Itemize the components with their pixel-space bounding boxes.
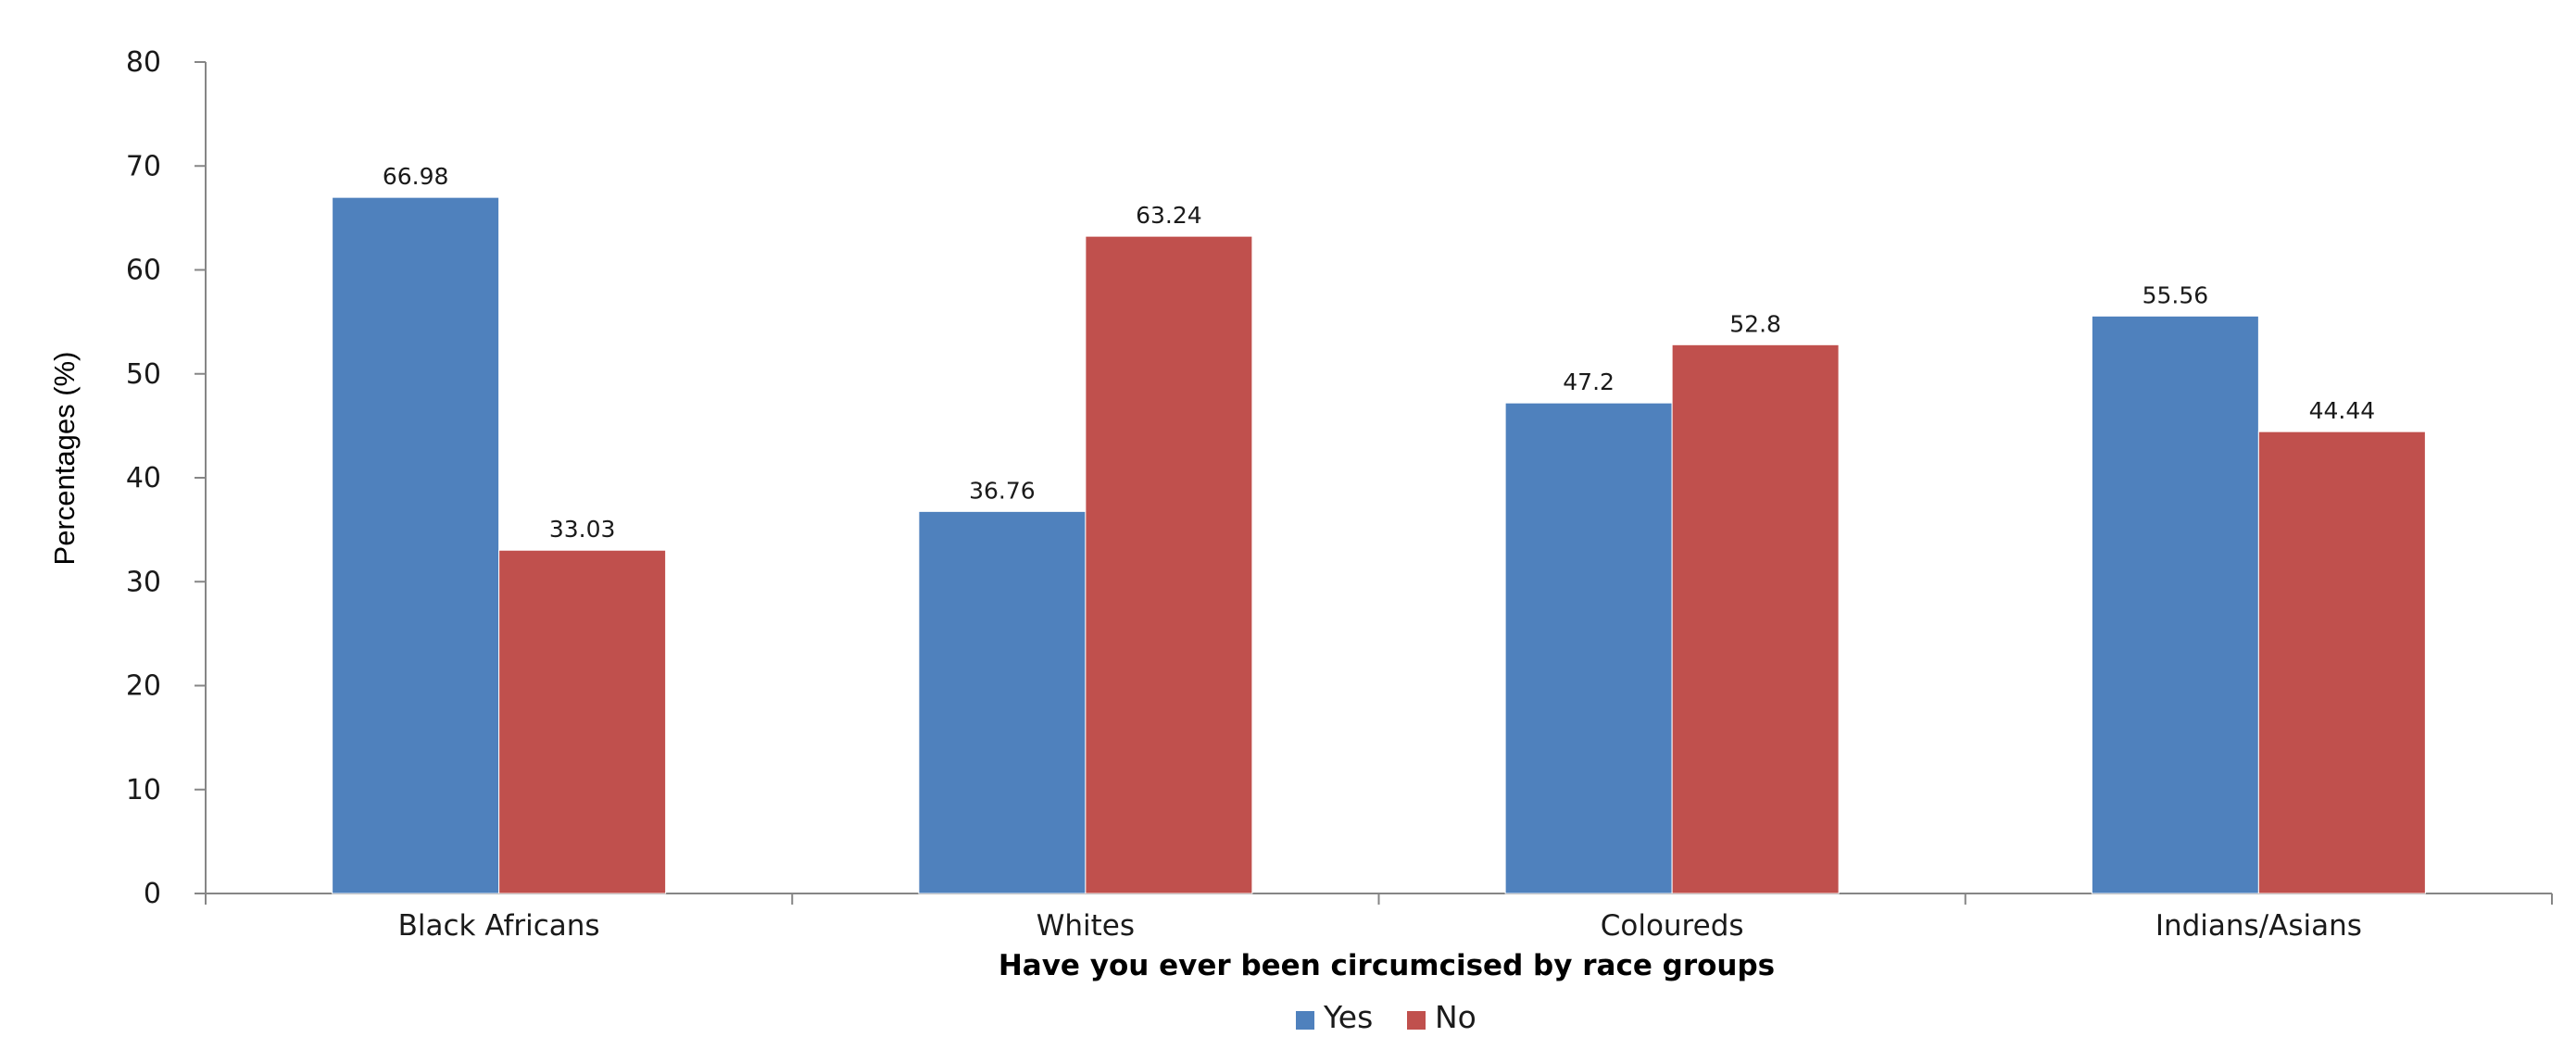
y-tick-label: 70: [126, 150, 161, 182]
bar-value-label: 63.24: [1136, 202, 1202, 229]
bar-yes: [918, 510, 1087, 894]
x-tick-label: Whites: [1037, 909, 1135, 943]
bar-value-label: 52.8: [1729, 310, 1781, 337]
bar-value-label: 44.44: [2309, 397, 2376, 424]
bar-no: [1671, 344, 1840, 894]
bar-no: [2257, 431, 2426, 894]
y-tick-label: 80: [126, 46, 161, 79]
bar-yes: [332, 196, 500, 894]
x-axis-title: Have you ever been circumcised by race g…: [999, 949, 1775, 982]
y-tick-label: 30: [126, 566, 161, 598]
legend-swatch-yes: [1296, 1011, 1314, 1030]
y-tick-label: 0: [144, 878, 161, 910]
legend-label-yes: Yes: [1323, 999, 1373, 1033]
bar-value-label: 36.76: [969, 477, 1036, 504]
bar-value-label: 55.56: [2142, 281, 2209, 308]
x-tick-label: Black Africans: [398, 909, 600, 943]
legend-swatch-no: [1407, 1011, 1426, 1030]
legend: Yes No: [1296, 999, 1476, 1035]
bar-value-label: 47.2: [1563, 369, 1615, 395]
y-tick-label: 20: [126, 670, 161, 703]
y-axis: 0 10 20 30 40 50 60 70 80: [126, 46, 207, 910]
x-tick-label: Indians/Asians: [2155, 909, 2362, 943]
legend-label-no: No: [1435, 999, 1476, 1033]
y-tick-label: 50: [126, 358, 161, 391]
bar-yes: [1504, 402, 1673, 894]
data-labels: 66.98 33.03 36.76 63.24 47.2 52.8 55.56 44.44: [383, 163, 2375, 543]
y-axis-title: Percentages (%): [48, 352, 81, 566]
bar-value-label: 33.03: [549, 516, 616, 543]
bar-value-label: 66.98: [383, 163, 449, 190]
x-axis: Black Africans Whites Coloureds Indians/Asi…: [205, 893, 2553, 943]
x-tick-label: Coloureds: [1601, 909, 1744, 943]
y-tick-label: 10: [126, 774, 161, 806]
bar-no: [1085, 235, 1253, 894]
bar-yes: [2091, 315, 2259, 894]
bar-no: [498, 549, 667, 894]
bars: [332, 196, 2426, 894]
y-tick-label: 60: [126, 255, 161, 287]
y-tick-label: 40: [126, 462, 161, 494]
